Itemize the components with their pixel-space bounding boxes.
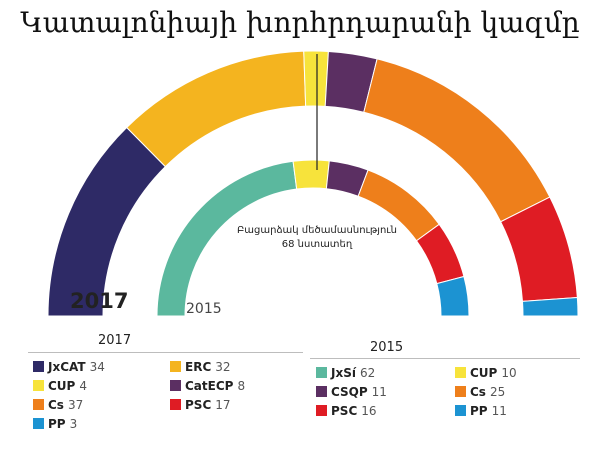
legend-party-name: Cs: [48, 398, 64, 412]
legend-item-PSC: PSC 16: [316, 404, 377, 418]
legend-item-ERC: ERC 32: [170, 360, 231, 374]
majority-label-line2: 68 նստատեղ: [282, 239, 353, 250]
legend-seat-count: 16: [361, 404, 377, 418]
seat-segment-2015-CUP: [292, 159, 330, 190]
legend-swatch: [33, 380, 44, 391]
legend-party-name: JxSí: [331, 366, 356, 380]
legend-swatch: [33, 399, 44, 410]
year-label-2015: 2015: [186, 301, 222, 317]
legend-swatch: [455, 386, 466, 397]
seat-segment-2017-ERC: [126, 50, 307, 168]
legend-party-name: CatECP: [185, 379, 234, 393]
legend-item-PP: PP 11: [455, 404, 507, 418]
seat-segment-2015-JxSí: [156, 160, 298, 317]
legend-item-Cs: Cs 25: [455, 385, 505, 399]
legend-party-name: CUP: [470, 366, 498, 380]
seat-segment-2015-PP: [436, 275, 470, 317]
legend-party-name: PP: [470, 404, 488, 418]
legend-seat-count: 62: [359, 366, 376, 380]
legend-seat-count: 25: [489, 385, 506, 399]
legend-item-PP: PP 3: [33, 417, 77, 431]
parliament-chart: Բացարձակ մեծամասնություն 68 նստատեղ 2017…: [47, 50, 579, 317]
legend-swatch: [170, 399, 181, 410]
seat-segment-2017-JxCAT: [47, 126, 167, 317]
legend-item-CSQP: CSQP 11: [316, 385, 387, 399]
legend-seat-count: 34: [89, 360, 105, 374]
legend-party-name: PSC: [185, 398, 212, 412]
legend-item-CUP: CUP 10: [455, 366, 517, 380]
legend-seat-count: 3: [69, 417, 78, 431]
legend-seat-count: 17: [215, 398, 231, 412]
legend-party-name: CSQP: [331, 385, 368, 399]
legend-swatch: [316, 405, 327, 416]
legend-item-PSC: PSC 17: [170, 398, 231, 412]
seat-segment-2017-CUP: [303, 50, 329, 107]
majority-label-line1: Բացարձակ մեծամասնություն: [237, 225, 397, 236]
legend-seat-count: 37: [67, 398, 84, 412]
legend-party-name: Cs: [470, 385, 486, 399]
legend-2015-title: 2015: [370, 340, 404, 355]
year-label-2017: 2017: [70, 289, 128, 313]
legend-seat-count: 8: [237, 379, 246, 393]
seat-segment-2017-PP: [521, 296, 579, 317]
legend-swatch: [33, 361, 44, 372]
legend-party-name: PP: [48, 417, 66, 431]
legend-seat-count: 11: [491, 404, 507, 418]
legend-2015-divider: [310, 358, 580, 359]
legend-swatch: [316, 386, 327, 397]
legend-2017-title: 2017: [98, 333, 132, 348]
legend-swatch: [316, 367, 327, 378]
legend-item-CUP: CUP 4: [33, 379, 87, 393]
legend-swatch: [455, 367, 466, 378]
legend-swatch: [455, 405, 466, 416]
legend-party-name: PSC: [331, 404, 358, 418]
legend-seat-count: 32: [215, 360, 231, 374]
legend-seat-count: 4: [79, 379, 87, 393]
chart-title: Կատալոնիայի խորհրդարանի կազմը: [20, 6, 580, 39]
legend-party-name: JxCAT: [48, 360, 86, 374]
legend-seat-count: 11: [371, 385, 387, 399]
legend-party-name: CUP: [48, 379, 76, 393]
legend-party-name: ERC: [185, 360, 212, 374]
legend-item-CatECP: CatECP 8: [170, 379, 245, 393]
legend-swatch: [170, 380, 181, 391]
inner-ring-2015: [156, 159, 470, 317]
outer-ring-2017: [47, 50, 579, 317]
legend-seat-count: 10: [501, 366, 517, 380]
legend-swatch: [170, 361, 181, 372]
legend-item-JxSí: JxSí 62: [316, 366, 375, 380]
legend-swatch: [33, 418, 44, 429]
legend-item-Cs: Cs 37: [33, 398, 83, 412]
legend-2017-divider: [28, 352, 303, 353]
legend-item-JxCAT: JxCAT 34: [33, 360, 105, 374]
